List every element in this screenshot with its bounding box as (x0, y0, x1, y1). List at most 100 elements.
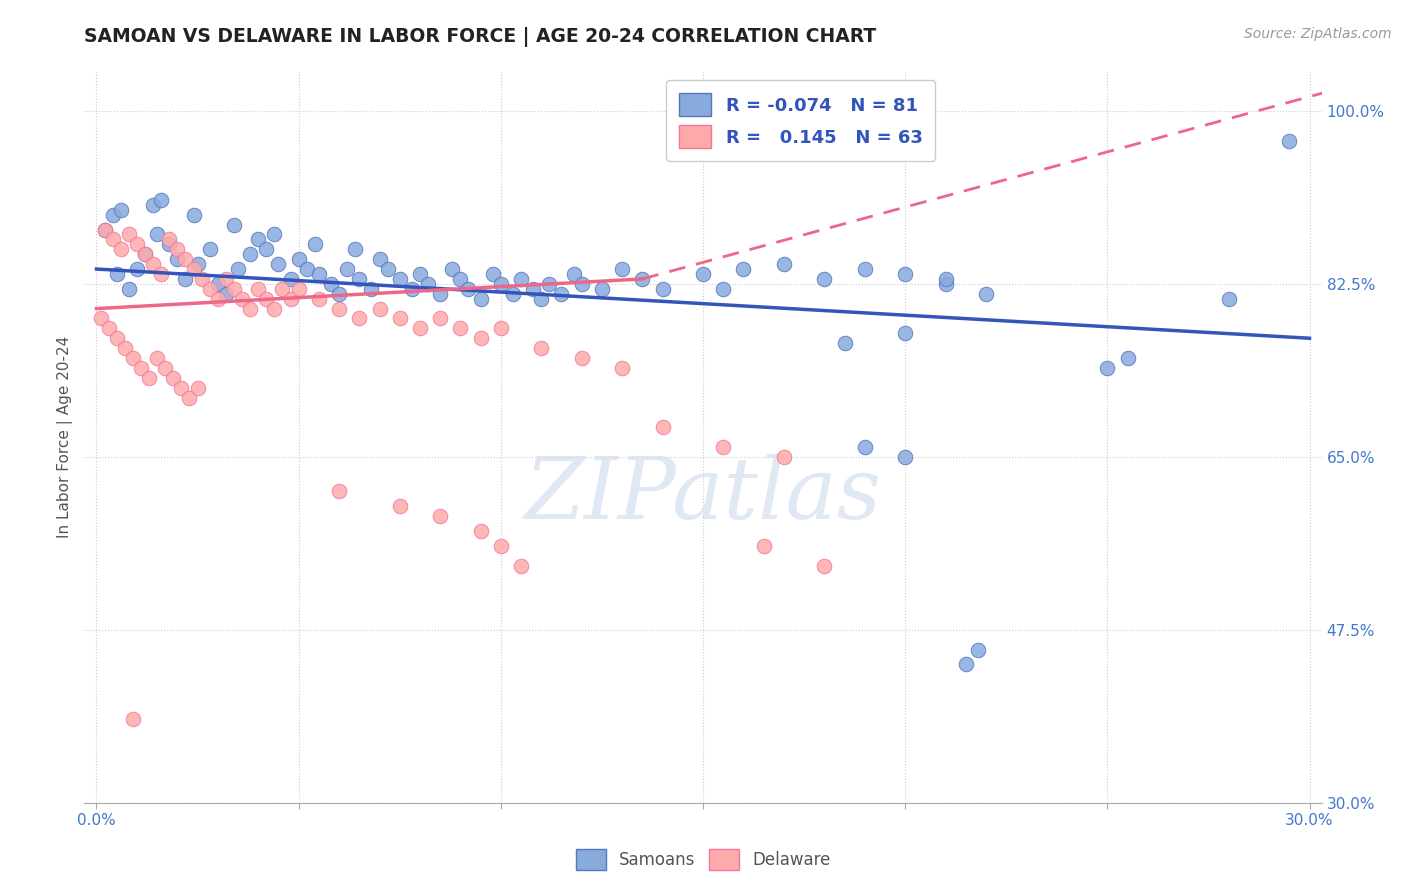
Point (150, 193, 173, 207)
Point (894, 450, 917, 464)
Point (336, 262, 359, 277)
Point (222, 218, 245, 232)
Point (344, 242, 367, 256)
Point (651, 420, 673, 434)
Point (142, 257, 165, 271)
Point (166, 252, 188, 267)
Point (105, 267, 128, 281)
Point (198, 282, 221, 296)
Point (198, 242, 221, 256)
Y-axis label: In Labor Force | Age 20-24: In Labor Force | Age 20-24 (58, 336, 73, 538)
Point (239, 301, 262, 316)
Point (502, 286, 524, 301)
Point (349, 311, 371, 326)
Point (254, 242, 277, 256)
Point (571, 277, 593, 291)
Point (530, 292, 553, 306)
Text: ZIPatlas: ZIPatlas (524, 454, 882, 537)
Point (166, 242, 188, 256)
Point (304, 237, 326, 252)
Point (125, 262, 148, 277)
Point (853, 262, 876, 277)
Point (834, 336, 856, 351)
Point (280, 292, 302, 306)
Point (489, 277, 512, 291)
Point (955, 657, 977, 672)
Point (388, 500, 411, 514)
Point (129, 360, 152, 375)
Point (489, 321, 512, 335)
Point (207, 292, 229, 306)
Point (571, 351, 593, 365)
Point (1218, 292, 1240, 306)
Point (935, 272, 957, 286)
Point (510, 558, 533, 573)
Point (157, 237, 180, 252)
Point (319, 277, 342, 291)
Point (146, 351, 169, 365)
Point (295, 262, 318, 277)
Point (470, 331, 492, 345)
Point (409, 267, 432, 281)
Point (267, 257, 290, 271)
Point (254, 292, 277, 306)
Point (231, 292, 253, 306)
Point (122, 712, 145, 726)
Point (174, 272, 197, 286)
Point (853, 440, 876, 454)
Point (125, 237, 148, 252)
Point (967, 642, 990, 657)
Point (187, 257, 209, 271)
Point (773, 450, 796, 464)
Point (813, 272, 835, 286)
Point (510, 272, 533, 286)
Point (470, 292, 492, 306)
Point (263, 301, 285, 316)
Point (134, 247, 156, 261)
Point (222, 282, 245, 296)
Point (90, 311, 112, 326)
Point (122, 351, 145, 365)
Point (93, 222, 115, 236)
Point (935, 277, 957, 291)
Point (1097, 360, 1119, 375)
Point (894, 326, 917, 341)
Point (894, 267, 917, 281)
Point (93, 222, 115, 236)
Point (711, 440, 734, 454)
Point (308, 267, 330, 281)
Point (157, 232, 180, 246)
Point (142, 198, 165, 212)
Point (263, 227, 285, 242)
Point (1116, 351, 1139, 365)
Point (183, 262, 205, 277)
Point (591, 282, 613, 296)
Point (481, 267, 503, 281)
Point (752, 539, 775, 553)
Point (170, 381, 193, 395)
Point (150, 267, 173, 281)
Point (308, 292, 330, 306)
Point (118, 282, 141, 296)
Point (328, 286, 350, 301)
Point (287, 282, 309, 296)
Point (388, 272, 411, 286)
Point (377, 262, 399, 277)
Point (280, 272, 302, 286)
Point (530, 341, 553, 355)
Point (110, 242, 132, 256)
Point (429, 311, 451, 326)
Point (271, 282, 294, 296)
Point (187, 381, 209, 395)
Point (328, 484, 350, 499)
Point (247, 282, 270, 296)
Point (105, 331, 128, 345)
Point (328, 301, 350, 316)
Point (692, 267, 714, 281)
Point (190, 272, 212, 286)
Point (239, 247, 262, 261)
Point (409, 321, 432, 335)
Point (360, 282, 382, 296)
Point (226, 262, 249, 277)
Point (470, 524, 492, 538)
